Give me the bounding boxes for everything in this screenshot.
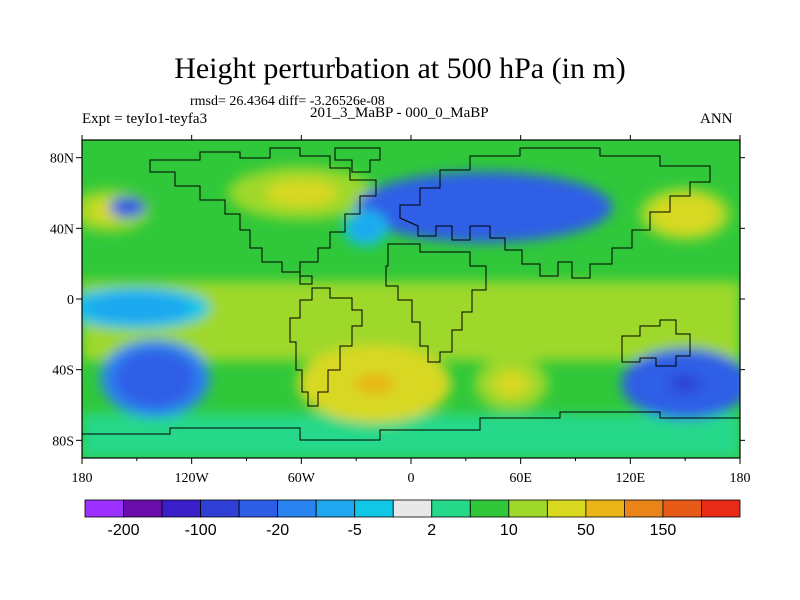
coastline-australia — [621, 319, 691, 367]
lon-tick-label-5: 120E — [616, 471, 646, 486]
coastline-greenland — [334, 147, 381, 173]
coastline-north-america — [149, 147, 377, 285]
lat-tick-label-3: 40S — [52, 364, 74, 379]
colorbar-swatch-5 — [277, 499, 317, 518]
contour-field — [82, 140, 740, 458]
experiment-label: Expt = teyIo1-teyfa3 — [82, 111, 208, 127]
feature-low-southeast-indian-band-3 — [669, 374, 702, 393]
lat-tick-label-0: 80N — [50, 152, 74, 167]
feature-low-aleutian-band-3 — [123, 204, 133, 210]
colorbar-label-5: 10 — [500, 522, 518, 539]
coastline-africa — [385, 243, 487, 363]
feature-low-south-pacific-band-3 — [141, 368, 169, 389]
coastline-south-america — [289, 287, 363, 407]
feature-low-tropical-pacific-band-3 — [118, 302, 156, 314]
lat-tick-label-1: 40N — [50, 222, 74, 237]
colorbar-swatch-0 — [84, 499, 124, 518]
map-title: Height perturbation at 500 hPa (in m) — [174, 52, 626, 85]
lon-tick-label-6: 180 — [730, 471, 751, 486]
colorbar-swatch-13 — [585, 499, 625, 518]
colorbar-swatch-4 — [238, 499, 279, 518]
lon-tick-label-3: 0 — [408, 471, 415, 486]
colorbar-label-6: 50 — [577, 522, 595, 539]
rmsd-diff-stats: rmsd= 26.4364 diff= -3.26526e-08 — [190, 94, 385, 109]
colorbar-swatch-10 — [469, 499, 510, 518]
lat-tick-label-4: 80S — [52, 434, 74, 449]
feature-low-siberia-band-3 — [452, 198, 517, 216]
coastline-europe-asia — [399, 147, 711, 279]
colorbar-swatch-12 — [546, 499, 587, 518]
lon-tick-label-2: 60W — [288, 471, 316, 486]
feature-low-north-atlantic-band-3 — [359, 223, 371, 233]
colorbar-swatch-14 — [624, 499, 664, 518]
colorbar-swatch-16 — [701, 499, 741, 518]
colorbar-label-0: -200 — [108, 522, 140, 539]
colorbar-swatch-9 — [431, 499, 471, 518]
lon-tick-label-1: 120W — [175, 471, 210, 486]
colorbar-swatch-2 — [161, 499, 201, 518]
lon-tick-label-0: 180 — [72, 471, 93, 486]
colorbar-label-1: -100 — [185, 522, 217, 539]
colorbar-swatch-3 — [200, 499, 240, 518]
coastline-antarctica — [82, 411, 740, 441]
colorbar-swatch-6 — [315, 499, 356, 518]
feature-high-east-asia-band-3 — [673, 207, 697, 221]
feature-high-north-america-band-3 — [283, 186, 320, 200]
season-label: ANN — [700, 111, 733, 127]
colorbar-label-7: 150 — [650, 522, 677, 539]
colorbar-label-3: -5 — [348, 522, 362, 539]
band-polar-south — [82, 413, 740, 458]
lon-tick-label-4: 60E — [509, 471, 532, 486]
period-label: 201_3_MaBP - 000_0_MaBP — [310, 105, 489, 121]
colorbar-swatch-15 — [662, 499, 702, 518]
feature-high-south-atlantic-band-3 — [355, 374, 394, 394]
colorbar: -200 -100 -20 -5 2 10 50 150 — [84, 499, 741, 539]
colorbar-swatch-8 — [392, 499, 433, 518]
colorbar-swatch-1 — [123, 499, 163, 518]
coastlines — [82, 147, 740, 441]
feature-high-south-indian-band-3 — [502, 377, 521, 391]
map-axes: 180 120W 60W 0 60E 120E 180 80N 40N 0 40S 80S — [50, 135, 751, 486]
colorbar-swatch-11 — [508, 499, 548, 518]
lat-tick-label-2: 0 — [67, 293, 74, 308]
colorbar-label-2: -20 — [266, 522, 289, 539]
colorbar-swatch-7 — [354, 499, 394, 518]
colorbar-label-4: 2 — [427, 522, 436, 539]
